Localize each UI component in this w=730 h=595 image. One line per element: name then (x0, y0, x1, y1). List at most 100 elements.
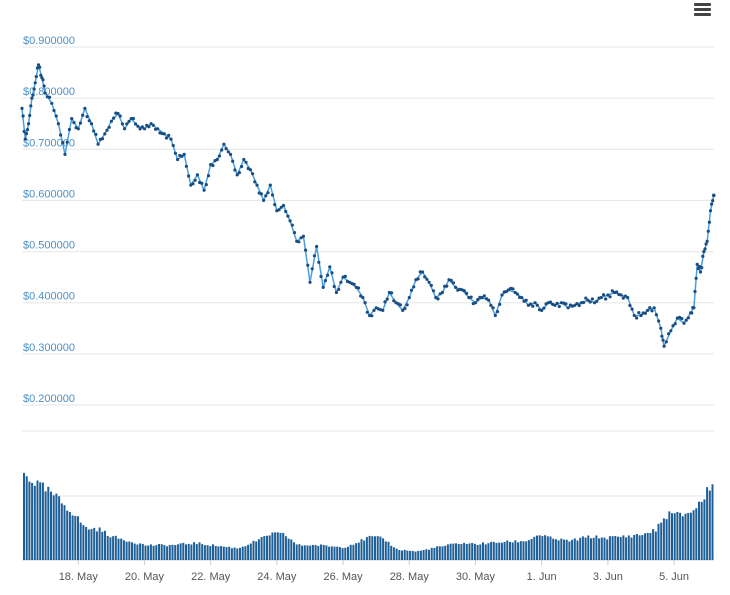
price-marker (586, 298, 590, 302)
price-marker (24, 132, 28, 136)
hamburger-menu-icon[interactable] (690, 0, 716, 20)
x-tick-label: 24. May (257, 571, 297, 583)
price-marker (553, 303, 557, 307)
volume-bar (176, 544, 179, 560)
price-marker (284, 209, 288, 214)
volume-bar (644, 533, 646, 560)
volume-bar (309, 545, 312, 560)
volume-bar (622, 535, 625, 560)
price-marker (711, 193, 716, 198)
volume-bar (220, 546, 223, 560)
volume-bar (452, 543, 455, 560)
volume-bar (301, 545, 304, 560)
volume-bar (635, 534, 638, 560)
price-marker (703, 247, 707, 251)
volume-bar (303, 545, 306, 560)
volume-bar (276, 532, 279, 560)
price-marker (332, 284, 336, 289)
price-marker (440, 290, 444, 295)
volume-bar (182, 542, 185, 560)
volume-bar (544, 535, 547, 560)
volume-bar (568, 541, 571, 560)
volume-bar (31, 482, 34, 560)
volume-bar (368, 535, 371, 560)
price-marker (264, 194, 268, 198)
price-marker (584, 296, 588, 300)
price-marker (705, 239, 709, 243)
volume-bar (158, 544, 160, 560)
price-marker (277, 208, 281, 212)
volume-bar (590, 538, 592, 560)
volume-bar (374, 536, 376, 560)
price-marker (707, 220, 712, 224)
volume-bar (428, 549, 430, 560)
volume-bar (565, 539, 568, 560)
volume-bar (689, 512, 692, 560)
price-marker (56, 122, 61, 126)
volume-bar (44, 491, 47, 560)
volume-bar (274, 532, 277, 560)
volume-bar (360, 539, 363, 560)
volume-bar (93, 527, 96, 560)
volume-bar (430, 547, 433, 560)
volume-bar (163, 545, 166, 560)
volume-bar (649, 533, 652, 560)
volume-bar (557, 540, 560, 560)
price-marker (632, 313, 636, 318)
price-marker (315, 244, 319, 249)
price-marker (242, 157, 246, 162)
volume-bar (541, 536, 544, 560)
price-marker (206, 174, 211, 178)
price-marker (449, 278, 453, 282)
price-marker (693, 289, 697, 294)
volume-bar (149, 544, 152, 560)
volume-bar (571, 539, 574, 560)
price-marker (650, 309, 654, 313)
volume-bar (703, 499, 706, 560)
volume-bar (166, 546, 169, 560)
volume-bar (468, 543, 471, 560)
volume-bar (128, 541, 131, 560)
price-marker (575, 302, 579, 306)
volume-bar (336, 546, 339, 560)
volume-bar (230, 548, 233, 560)
price-marker (248, 168, 252, 172)
x-tick-label: 1. Jun (527, 571, 557, 583)
price-marker (288, 219, 292, 223)
price-marker (54, 114, 58, 118)
price-marker (684, 318, 688, 322)
price-marker (120, 122, 124, 126)
price-marker (72, 120, 76, 125)
price-marker (299, 236, 303, 240)
price-marker (698, 270, 703, 274)
volume-bar (487, 543, 490, 560)
volume-bar (101, 531, 104, 560)
price-marker (520, 296, 524, 300)
price-marker (511, 287, 515, 291)
volume-bar (206, 545, 209, 560)
x-tick-label: 18. May (59, 571, 99, 583)
volume-bar (509, 541, 511, 560)
price-marker (92, 129, 96, 133)
price-marker (557, 304, 561, 309)
price-marker (42, 84, 46, 88)
price-marker (482, 294, 486, 298)
price-marker (290, 223, 294, 227)
volume-bar (422, 550, 425, 560)
volume-bar (592, 537, 595, 560)
price-marker (25, 128, 30, 132)
price-marker (171, 143, 175, 148)
price-marker (20, 106, 24, 110)
volume-bar (600, 537, 603, 560)
price-marker (669, 329, 673, 333)
volume-bar (698, 501, 700, 560)
volume-bar (514, 540, 517, 560)
volume-bar (122, 540, 125, 560)
price-marker (176, 157, 180, 162)
volume-bar (552, 538, 555, 560)
price-marker (136, 124, 140, 128)
price-marker (686, 316, 691, 320)
volume-bar (330, 546, 333, 560)
volume-bar (77, 516, 79, 560)
volume-bar (136, 544, 139, 560)
